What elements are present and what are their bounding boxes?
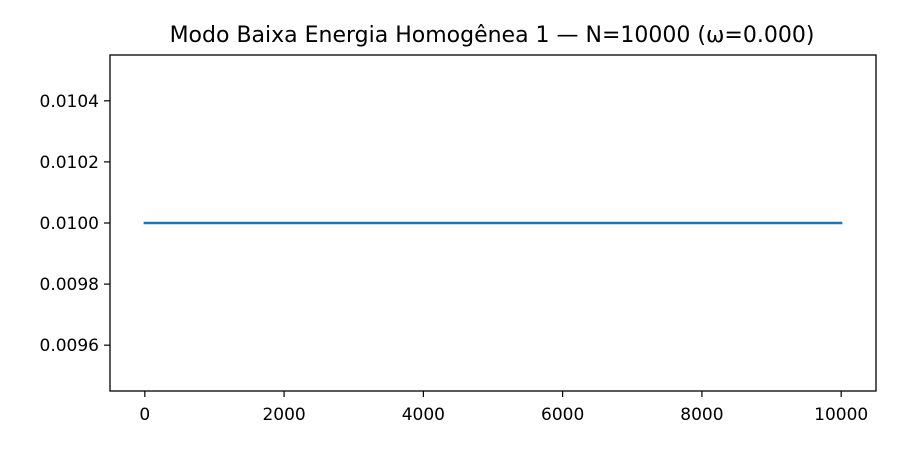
x-tick-label: 0 [139, 405, 150, 425]
y-tick-label: 0.0102 [40, 153, 99, 173]
plot-frame [109, 54, 877, 392]
y-tick-label: 0.0096 [40, 336, 99, 356]
x-tick-label: 6000 [541, 405, 584, 425]
x-tick-label: 8000 [680, 405, 723, 425]
x-tick-label: 10000 [814, 405, 868, 425]
x-tick-label: 4000 [402, 405, 445, 425]
x-tick-label: 2000 [262, 405, 305, 425]
chart-title: Modo Baixa Energia Homogênea 1 — N=10000… [170, 23, 815, 48]
ticks-layer: 0 2000 4000 6000 8000 10000 0.0096 0.0098 0.0100… [40, 92, 869, 425]
y-tick-label: 0.0098 [40, 275, 99, 295]
y-tick-label: 0.0104 [40, 92, 99, 112]
y-tick-label: 0.0100 [40, 214, 99, 234]
